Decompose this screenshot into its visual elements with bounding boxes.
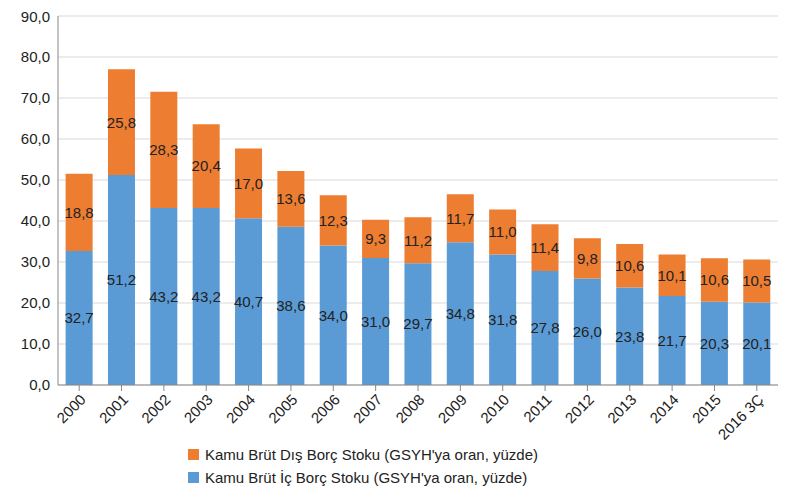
svg-text:10,0: 10,0 bbox=[21, 335, 50, 352]
html-text:Kamu Brüt İç Borç Stoku (GSYH': Kamu Brüt İç Borç Stoku (GSYH'ya oran, y… bbox=[205, 469, 528, 486]
svg-text:50,0: 50,0 bbox=[21, 171, 50, 188]
svg-text:2006: 2006 bbox=[307, 391, 343, 427]
svg-text:26,0: 26,0 bbox=[573, 323, 602, 340]
svg-text:2001: 2001 bbox=[96, 391, 132, 427]
svg-text:2008: 2008 bbox=[392, 391, 428, 427]
svg-text:20,0: 20,0 bbox=[21, 294, 50, 311]
svg-text:10,5: 10,5 bbox=[742, 272, 771, 289]
svg-text:12,3: 12,3 bbox=[319, 212, 348, 229]
svg-text:2011: 2011 bbox=[520, 391, 555, 426]
svg-text:9,3: 9,3 bbox=[365, 230, 386, 247]
svg-text:40,0: 40,0 bbox=[21, 212, 50, 229]
svg-text:11,7: 11,7 bbox=[446, 210, 474, 227]
html-text:Kamu Brüt Dış Borç Stoku (GSYH: Kamu Brüt Dış Borç Stoku (GSYH'ya oran, … bbox=[205, 446, 538, 463]
svg-text:21,7: 21,7 bbox=[657, 332, 686, 349]
svg-text:2013: 2013 bbox=[604, 391, 640, 427]
svg-text:11,2: 11,2 bbox=[404, 232, 432, 249]
svg-text:70,0: 70,0 bbox=[21, 89, 50, 106]
svg-text:30,0: 30,0 bbox=[21, 253, 50, 270]
svg-text:2004: 2004 bbox=[223, 391, 259, 427]
svg-text:51,2: 51,2 bbox=[107, 271, 136, 288]
svg-text:90,0: 90,0 bbox=[21, 8, 50, 25]
svg-text:60,0: 60,0 bbox=[21, 130, 50, 147]
svg-text:29,7: 29,7 bbox=[403, 315, 432, 332]
svg-text:11,4: 11,4 bbox=[531, 239, 559, 256]
svg-text:2010: 2010 bbox=[477, 391, 513, 427]
svg-text:2014: 2014 bbox=[646, 391, 682, 427]
svg-text:2012: 2012 bbox=[561, 391, 597, 427]
svg-text:34,0: 34,0 bbox=[319, 307, 348, 324]
svg-text:0,0: 0,0 bbox=[29, 376, 50, 393]
svg-text:20,3: 20,3 bbox=[700, 335, 729, 352]
svg-text:2000: 2000 bbox=[53, 391, 89, 427]
svg-text:2003: 2003 bbox=[180, 391, 216, 427]
svg-text:20,4: 20,4 bbox=[192, 157, 221, 174]
svg-text:43,2: 43,2 bbox=[192, 288, 221, 305]
svg-text:11,0: 11,0 bbox=[489, 223, 517, 240]
svg-text:20,1: 20,1 bbox=[742, 335, 771, 352]
svg-text:31,0: 31,0 bbox=[361, 313, 390, 330]
svg-text:32,7: 32,7 bbox=[65, 309, 94, 326]
svg-text:10,6: 10,6 bbox=[615, 257, 644, 274]
svg-text:2009: 2009 bbox=[434, 391, 470, 427]
svg-text:9,8: 9,8 bbox=[577, 250, 598, 267]
svg-text:13,6: 13,6 bbox=[276, 190, 305, 207]
svg-text:17,0: 17,0 bbox=[234, 175, 263, 192]
svg-text:2002: 2002 bbox=[138, 391, 174, 427]
svg-text:28,3: 28,3 bbox=[149, 141, 178, 158]
svg-text:31,8: 31,8 bbox=[488, 311, 517, 328]
svg-text:80,0: 80,0 bbox=[21, 48, 50, 65]
svg-text:23,8: 23,8 bbox=[615, 328, 644, 345]
svg-text:10,1: 10,1 bbox=[657, 267, 686, 284]
svg-text:2016 3Ç: 2016 3Ç bbox=[714, 391, 766, 443]
svg-text:2015: 2015 bbox=[689, 391, 725, 427]
svg-text:43,2: 43,2 bbox=[149, 288, 178, 305]
svg-text:2005: 2005 bbox=[265, 391, 301, 427]
svg-text:40,7: 40,7 bbox=[234, 293, 263, 310]
svg-text:34,8: 34,8 bbox=[446, 305, 475, 322]
svg-text:18,8: 18,8 bbox=[65, 204, 94, 221]
svg-text:2007: 2007 bbox=[350, 391, 386, 427]
svg-text:10,6: 10,6 bbox=[700, 271, 729, 288]
svg-text:27,8: 27,8 bbox=[530, 319, 559, 336]
svg-text:25,8: 25,8 bbox=[107, 114, 136, 131]
svg-text:38,6: 38,6 bbox=[276, 297, 305, 314]
